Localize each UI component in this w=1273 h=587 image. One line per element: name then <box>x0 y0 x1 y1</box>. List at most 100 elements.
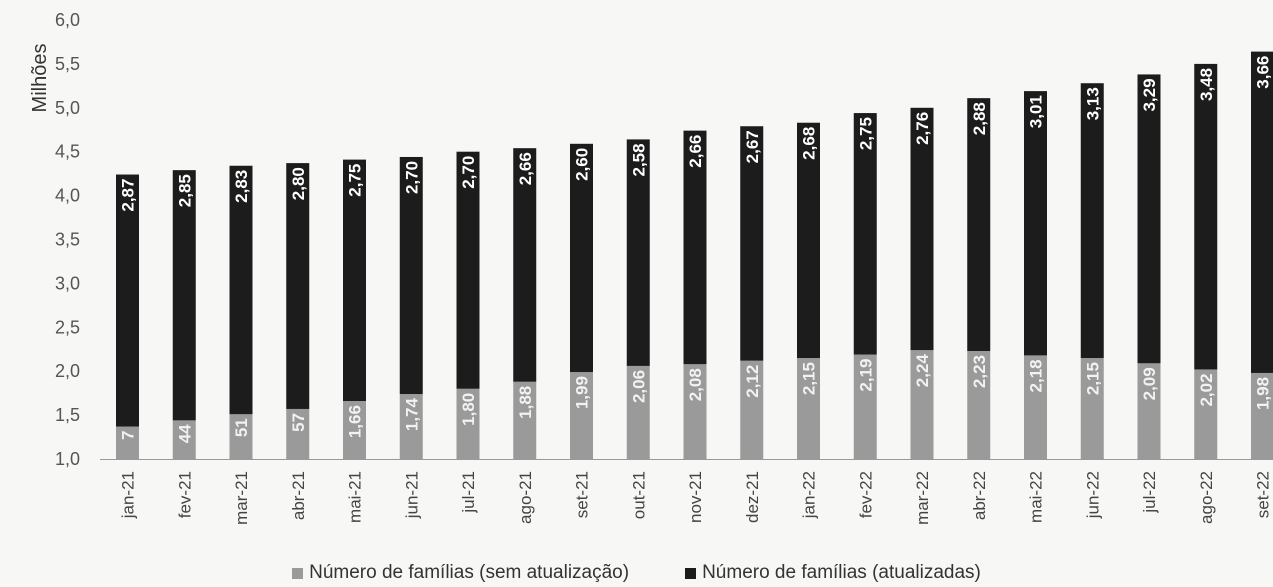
bar-sem-atualizacao <box>740 360 764 459</box>
bars: 7 2,87 44 2,85 51 2,83 57 2,80 1,66 2,75 1,74 2,70 1… <box>116 51 1273 459</box>
y-tick-label: 6,0 <box>55 10 80 30</box>
x-tick-label: jun-21 <box>402 471 421 519</box>
y-tick-label: 5,5 <box>55 54 80 74</box>
bar-sem-atualizacao <box>683 364 707 459</box>
data-label-sem-atualizacao: 2,15 <box>1083 362 1102 395</box>
data-label-sem-atualizacao: 2,02 <box>1197 373 1216 406</box>
data-label-sem-atualizacao: 1,99 <box>573 376 592 409</box>
y-tick-label: 1,0 <box>55 449 80 469</box>
data-label-sem-atualizacao: 1,66 <box>346 405 365 438</box>
data-label-atualizadas: 2,66 <box>516 152 535 185</box>
y-tick-label: 4,5 <box>55 142 80 162</box>
data-label-sem-atualizacao: 7 <box>119 431 138 440</box>
data-label-sem-atualizacao: 1,74 <box>402 397 421 431</box>
data-label-atualizadas: 3,29 <box>1140 78 1159 111</box>
x-tick-label: mai-22 <box>1027 471 1046 523</box>
data-label-atualizadas: 2,70 <box>402 161 421 194</box>
legend-label-atualizadas: Número de famílias (atualizadas) <box>702 562 981 583</box>
x-tick-label: fev-22 <box>856 471 875 518</box>
data-label-atualizadas: 2,60 <box>573 148 592 181</box>
bar-atualizadas <box>570 143 593 373</box>
data-label-atualizadas: 2,70 <box>459 156 478 189</box>
data-label-atualizadas: 3,48 <box>1197 68 1216 101</box>
y-tick-label: 5,0 <box>55 98 80 118</box>
x-tick-label: jul-22 <box>1140 471 1159 514</box>
data-label-atualizadas: 2,68 <box>800 127 819 160</box>
data-label-atualizadas: 2,85 <box>175 174 194 207</box>
data-label-sem-atualizacao: 51 <box>232 418 251 437</box>
bar-atualizadas <box>967 98 991 352</box>
bar-atualizadas <box>116 174 139 427</box>
y-axis-title: Milhões <box>29 44 51 113</box>
x-tick-label: set-21 <box>573 471 592 518</box>
y-tick-label: 2,5 <box>55 317 80 337</box>
bar-atualizadas <box>172 170 196 421</box>
bar-sem-atualizacao <box>456 388 480 459</box>
bar-atualizadas <box>456 151 480 389</box>
bar-atualizadas <box>399 156 423 395</box>
x-tick-label: out-21 <box>629 471 648 519</box>
x-tick-label: jan-21 <box>119 471 138 519</box>
legend-swatch-atualizadas <box>685 567 697 579</box>
bar-atualizadas <box>1251 51 1273 373</box>
y-axis-ticks: 1,0 1,5 2,0 2,5 3,0 3,5 4,0 4,5 5,0 5,5 6,0 <box>55 10 80 469</box>
bar-atualizadas <box>343 159 366 402</box>
data-label-sem-atualizacao: 57 <box>289 413 308 432</box>
bar-atualizadas <box>513 148 537 382</box>
y-tick-label: 2,0 <box>55 361 80 381</box>
bar-atualizadas <box>740 126 764 361</box>
x-tick-label: set-22 <box>1254 471 1273 518</box>
y-tick-label: 3,5 <box>55 230 80 250</box>
bar-atualizadas <box>683 130 707 365</box>
data-label-sem-atualizacao: 2,24 <box>913 354 932 388</box>
data-label-sem-atualizacao: 1,80 <box>459 393 478 426</box>
x-tick-label: abr-21 <box>289 471 308 520</box>
data-label-atualizadas: 3,66 <box>1254 56 1273 89</box>
y-tick-label: 3,0 <box>55 273 80 293</box>
bar-sem-atualizacao <box>513 381 537 459</box>
data-label-sem-atualizacao: 2,23 <box>970 355 989 388</box>
bar-atualizadas <box>1024 91 1047 356</box>
legend-item-atualizadas: Número de famílias (atualizadas) <box>685 562 981 584</box>
y-tick-label: 4,0 <box>55 186 80 206</box>
data-label-sem-atualizacao: 2,15 <box>800 362 819 395</box>
legend-swatch-sem-atualizacao <box>292 567 304 579</box>
data-label-sem-atualizacao: 2,09 <box>1140 367 1159 400</box>
bar-atualizadas <box>1080 83 1104 359</box>
y-tick-label: 1,5 <box>55 405 80 425</box>
legend-label-sem-atualizacao: Número de famílias (sem atualização) <box>309 562 630 583</box>
bar-atualizadas <box>853 113 877 355</box>
data-label-atualizadas: 2,66 <box>686 135 705 168</box>
data-label-atualizadas: 2,76 <box>913 112 932 145</box>
bar-sem-atualizacao <box>399 394 423 459</box>
bar-atualizadas <box>910 107 934 351</box>
bar-sem-atualizacao <box>172 420 196 459</box>
data-label-atualizadas: 2,58 <box>629 143 648 176</box>
data-label-atualizadas: 2,67 <box>743 130 762 163</box>
bar-sem-atualizacao <box>1251 372 1273 459</box>
x-tick-label: ago-21 <box>516 471 535 524</box>
x-tick-label: abr-22 <box>970 471 989 520</box>
x-tick-label: mai-21 <box>346 471 365 523</box>
bar-atualizadas <box>1194 63 1218 370</box>
x-tick-label: nov-21 <box>686 471 705 523</box>
data-label-atualizadas: 2,75 <box>346 164 365 197</box>
data-label-atualizadas: 2,80 <box>289 167 308 200</box>
bar-sem-atualizacao <box>626 365 650 459</box>
x-tick-label: jun-22 <box>1083 471 1102 519</box>
bar-sem-atualizacao <box>1080 358 1104 459</box>
x-axis-ticks: jan-21 fev-21 mar-21 abr-21 mai-21 jun-21 jul-… <box>119 471 1273 525</box>
bar-atualizadas <box>1137 74 1161 364</box>
data-label-sem-atualizacao: 2,08 <box>686 368 705 401</box>
bar-sem-atualizacao <box>229 414 253 459</box>
bar-sem-atualizacao <box>343 401 366 459</box>
x-tick-label: fev-21 <box>175 471 194 518</box>
data-label-atualizadas: 2,75 <box>856 117 875 150</box>
bar-sem-atualizacao <box>910 350 934 459</box>
bar-atualizadas <box>797 122 820 359</box>
data-label-atualizadas: 3,01 <box>1027 95 1046 128</box>
data-label-atualizadas: 2,83 <box>232 170 251 203</box>
bar-atualizadas <box>626 139 650 366</box>
data-label-sem-atualizacao: 2,12 <box>743 365 762 398</box>
